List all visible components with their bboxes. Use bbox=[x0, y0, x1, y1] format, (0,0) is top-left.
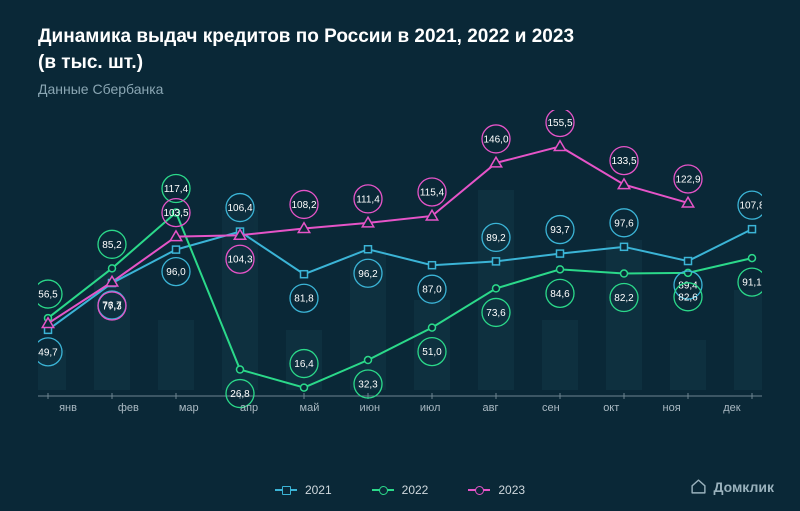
svg-text:77,3: 77,3 bbox=[102, 302, 122, 313]
legend-item: 2021 bbox=[275, 483, 332, 497]
svg-text:96,2: 96,2 bbox=[358, 269, 378, 280]
svg-text:111,4: 111,4 bbox=[356, 194, 380, 205]
svg-text:51,0: 51,0 bbox=[422, 347, 442, 358]
house-icon bbox=[690, 478, 707, 495]
chart-legend: 2021 2022 2023 bbox=[0, 483, 800, 497]
svg-text:103,5: 103,5 bbox=[163, 208, 188, 219]
x-tick-label: июл bbox=[400, 402, 460, 414]
svg-text:155,5: 155,5 bbox=[547, 118, 572, 129]
svg-text:26,8: 26,8 bbox=[230, 389, 250, 400]
svg-text:93,7: 93,7 bbox=[550, 225, 570, 236]
brand-text: Домклик bbox=[713, 479, 774, 495]
svg-text:73,6: 73,6 bbox=[486, 308, 506, 319]
svg-text:89,2: 89,2 bbox=[486, 233, 506, 244]
legend-swatch bbox=[275, 489, 297, 491]
svg-text:107,8: 107,8 bbox=[739, 201, 762, 212]
title-line1: Динамика выдач кредитов по России в 2021… bbox=[38, 26, 574, 47]
x-tick-label: апр bbox=[219, 402, 279, 414]
svg-text:108,2: 108,2 bbox=[291, 200, 316, 211]
chart-subtitle: Данные Сбербанка bbox=[38, 81, 762, 97]
legend-swatch bbox=[372, 489, 394, 491]
svg-text:91,1: 91,1 bbox=[742, 278, 762, 289]
svg-text:133,5: 133,5 bbox=[611, 156, 636, 167]
svg-text:97,6: 97,6 bbox=[614, 218, 634, 229]
svg-text:85,2: 85,2 bbox=[102, 240, 122, 251]
chart-header: Динамика выдач кредитов по России в 2021… bbox=[0, 0, 800, 101]
svg-text:16,4: 16,4 bbox=[294, 359, 314, 370]
x-axis: янвфевмарапрмайиюниюлавгсеноктноядек bbox=[38, 402, 762, 414]
svg-text:106,4: 106,4 bbox=[227, 203, 252, 214]
line-chart: 49,776,796,0106,481,896,287,089,293,797,… bbox=[38, 110, 762, 420]
x-tick-label: сен bbox=[521, 402, 581, 414]
svg-text:84,6: 84,6 bbox=[550, 289, 570, 300]
svg-text:104,3: 104,3 bbox=[227, 255, 252, 266]
svg-text:96,0: 96,0 bbox=[166, 267, 186, 278]
x-tick-label: ноя bbox=[642, 402, 702, 414]
x-tick-label: дек bbox=[702, 402, 762, 414]
legend-item: 2022 bbox=[372, 483, 429, 497]
svg-text:81,8: 81,8 bbox=[294, 294, 314, 305]
x-tick-label: янв bbox=[38, 402, 98, 414]
legend-item: 2023 bbox=[468, 483, 525, 497]
x-tick-label: окт bbox=[581, 402, 641, 414]
svg-text:82,6: 82,6 bbox=[678, 292, 698, 303]
chart-svg: 49,776,796,0106,481,896,287,089,293,797,… bbox=[38, 110, 762, 420]
svg-text:117,4: 117,4 bbox=[164, 184, 189, 195]
svg-text:87,0: 87,0 bbox=[422, 285, 442, 296]
svg-text:122,9: 122,9 bbox=[675, 174, 700, 185]
x-tick-label: авг bbox=[461, 402, 521, 414]
chart-title: Динамика выдач кредитов по России в 2021… bbox=[38, 24, 762, 75]
x-tick-label: мар bbox=[159, 402, 219, 414]
svg-text:82,2: 82,2 bbox=[614, 293, 634, 304]
x-tick-label: фев bbox=[98, 402, 158, 414]
legend-label: 2022 bbox=[402, 483, 429, 497]
legend-label: 2021 bbox=[305, 483, 332, 497]
title-line2: (в тыс. шт.) bbox=[38, 52, 143, 73]
svg-text:115,4: 115,4 bbox=[420, 187, 445, 198]
svg-text:49,7: 49,7 bbox=[38, 347, 58, 358]
legend-swatch bbox=[468, 489, 490, 491]
legend-label: 2023 bbox=[498, 483, 525, 497]
svg-text:56,5: 56,5 bbox=[38, 290, 58, 301]
brand-logo: Домклик bbox=[690, 478, 774, 495]
svg-text:146,0: 146,0 bbox=[483, 134, 508, 145]
x-tick-label: май bbox=[279, 402, 339, 414]
x-tick-label: июн bbox=[340, 402, 400, 414]
svg-text:32,3: 32,3 bbox=[358, 380, 378, 391]
